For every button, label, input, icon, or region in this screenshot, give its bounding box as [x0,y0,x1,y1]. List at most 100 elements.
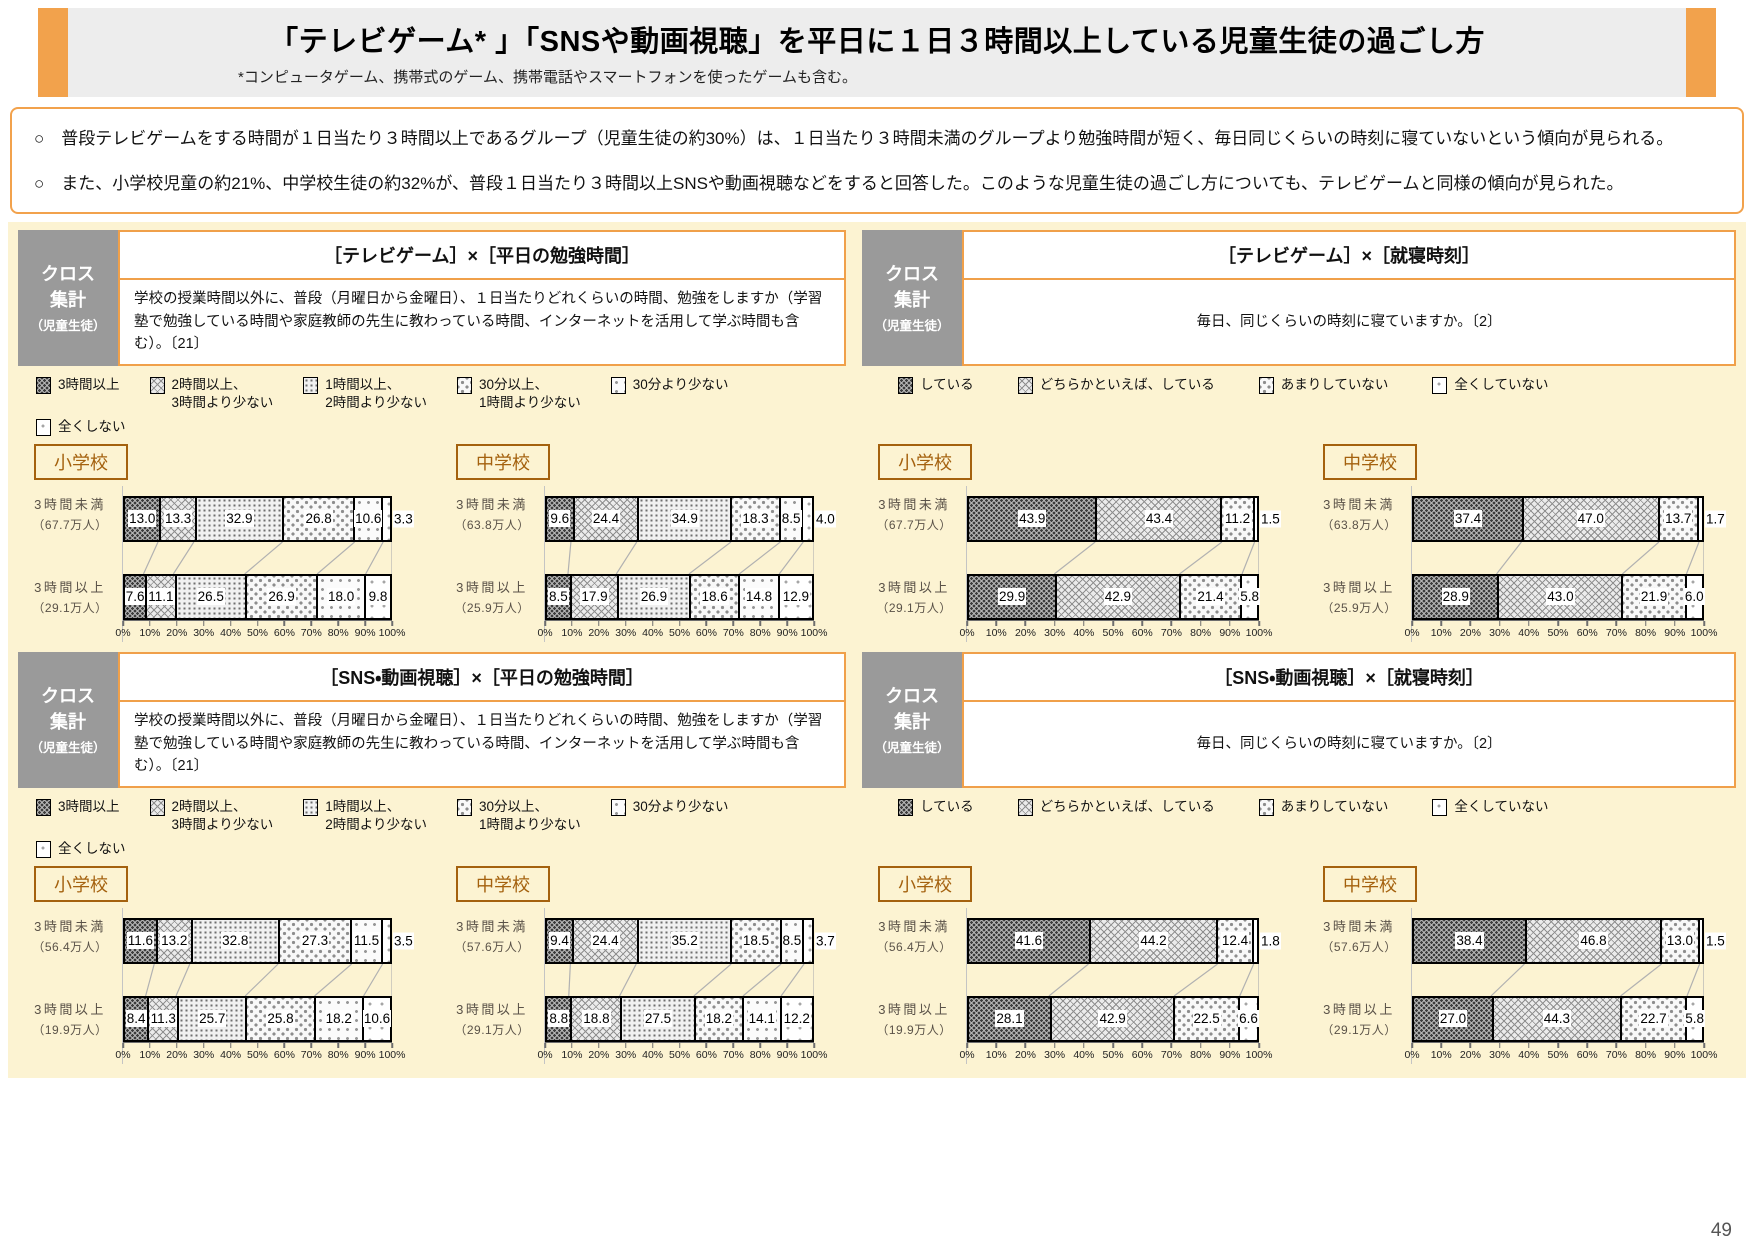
legend-label: している [920,798,974,814]
axis-tick-label: 40% [1073,626,1095,639]
axis-cell: 0% 10% 20% 30% 40% 50% 60% 70% 80% 90% 100% [537,1041,827,1064]
bar-segment: 28.9 [1414,575,1498,618]
axis-tick-label: 80% [749,1048,771,1061]
x-axis-labels: 0% 10% 20% 30% 40% 50% 60% 70% 80% 90% 100% [537,627,827,642]
row-label-count: （19.9万人） [32,1023,108,1038]
axis-tick [1112,620,1114,626]
axis-cell: 0% 10% 20% 30% 40% 50% 60% 70% 80% 90% 100% [959,619,1272,642]
axis-tick-label: 40% [1518,1048,1540,1061]
panel-headbox: ［SNS・動画視聴］×［就寝時刻］ 毎日、同じくらいの時刻に寝ていますか。〔2〕 [962,651,1736,788]
axis-tick-label: 100% [800,626,828,639]
axis-tick [1083,620,1085,626]
value-label: 43.9 [1018,510,1047,528]
bar-segment: 6.0 [1683,575,1705,618]
row-label: 3時間未満 （67.7万人） [18,486,122,542]
legend-swatch-icon [303,376,319,394]
connector-lines [1412,542,1704,574]
school-chart: 小学校 3時間未満 （56.4万人） 41.6 44.2 12.4 1.8 3時間以上 （19.… [862,865,1291,1064]
x-axis-line [122,619,393,626]
school-label: 中学校 [1323,865,1418,902]
row-label: 3時間未満 （63.8万人） [1307,486,1411,542]
row-label-text: 3時間以上 [456,580,528,596]
bar-segment: 42.9 [1055,575,1179,618]
stacked-bar: 28.1 42.9 22.5 6.6 [967,995,1260,1042]
axis-tick [1703,620,1705,626]
axis-tick-label: 20% [1014,626,1036,639]
bar-segment: 4.0 [801,497,836,540]
school-label: 小学校 [34,865,128,902]
axis-cell: 0% 10% 20% 30% 40% 50% 60% 70% 80% 90% 100% [959,1041,1272,1064]
axis-tick [364,1042,366,1048]
connector-lines [1412,964,1704,996]
title-footnote: *コンピュータゲーム、携帯式のゲーム、携帯電話やスマートフォンを使ったゲームも含… [238,69,858,86]
spacer [1307,620,1411,642]
cross-tab-tag-label: クロス 集計 [885,264,940,311]
bar-segment: 18.2 [313,997,362,1040]
value-label: 11.5 [352,932,381,950]
bar-segment: 12.9 [777,575,813,618]
axis-tick-label: 70% [1605,626,1627,639]
value-label: 10.6 [362,1010,392,1028]
axis-tick-label: 100% [378,626,406,639]
row-label-count: （29.1万人） [454,1023,530,1038]
bar-segment: 14.1 [742,997,780,1040]
bar-segment: 11.1 [145,575,175,618]
bar-segment: 5.8 [1684,997,1705,1040]
legend-swatch-icon [303,798,319,816]
axis-tick [678,620,681,626]
axis-tick [678,1042,681,1048]
bar-segment: 24.4 [572,919,637,962]
bar-segment: 38.4 [1414,919,1525,962]
row-label: 3時間以上 （29.1万人） [18,574,122,620]
legend-swatch-icon [610,376,626,394]
axis-tick [571,1042,573,1048]
row-label-text: 3時間以上 [1323,1002,1395,1018]
value-label: 3.7 [815,932,836,950]
axis-tick-label: 80% [1635,1048,1657,1061]
school-label: 小学校 [878,865,973,902]
value-label: 27.5 [643,1010,673,1028]
plot-cell: 38.4 46.8 13.0 1.5 [1411,907,1726,964]
value-label: 1.8 [1260,932,1281,950]
cross-tab-tag-label: クロス 集計 [41,686,95,733]
spacer [440,620,544,642]
axis-tick [1557,620,1559,626]
spacer [18,964,122,996]
value-label: 28.9 [1441,588,1470,606]
axis-tick [966,620,968,626]
axis-tick-label: 30% [1044,1048,1066,1061]
stacked-bar: 41.6 44.2 12.4 1.8 [967,917,1281,964]
value-label: 5.8 [1239,588,1261,606]
value-label: 24.4 [591,932,620,950]
legend-label: 2時間以上、 3時間より少ない [171,376,274,411]
axis-tick [1199,1042,1202,1048]
axis-tick [759,1042,761,1048]
bar-segment: 37.4 [1414,497,1522,540]
cross-tab-tag-sublabel: （児童生徒） [874,319,950,334]
value-label: 14.1 [747,1010,776,1028]
bar-segment: 29.9 [969,575,1056,618]
value-label: 11.1 [147,588,175,606]
cross-tab-tag-sublabel: （児童生徒） [30,741,106,756]
bar-segment: 34.9 [637,497,731,540]
axis-tick-label: 100% [378,1048,406,1061]
axis-tick [1141,1042,1143,1048]
panel-header: クロス 集計 （児童生徒） ［SNS・動画視聴］×［就寝時刻］ 毎日、同じくらい… [862,651,1736,788]
axis-tick [176,1042,178,1048]
axis-tick-label: 50% [1102,1048,1124,1061]
spacer [862,542,966,574]
school-chart: 小学校 3時間未満 （67.7万人） 43.9 43.4 11.2 1.5 3時間以上 （29.… [862,443,1291,642]
value-label: 10.6 [354,510,383,528]
axis-tick-label: 90% [1219,626,1241,639]
stacked-bar: 43.9 43.4 11.2 1.5 [967,495,1281,542]
connector-cell [122,963,392,996]
legend-swatch-icon [1432,376,1448,394]
value-label: 11.2 [1223,510,1252,528]
legend-swatch-icon [36,841,51,859]
row-label: 3時間以上 （29.1万人） [1307,996,1411,1042]
axis-cell: 0% 10% 20% 30% 40% 50% 60% 70% 80% 90% 100% [115,1041,405,1064]
bar-segment: 18.8 [570,997,621,1040]
axis-tick [1229,1042,1231,1048]
axis-tick-label: 10% [139,1048,161,1061]
legend-label: 30分以上、 1時間より少ない [479,798,581,833]
